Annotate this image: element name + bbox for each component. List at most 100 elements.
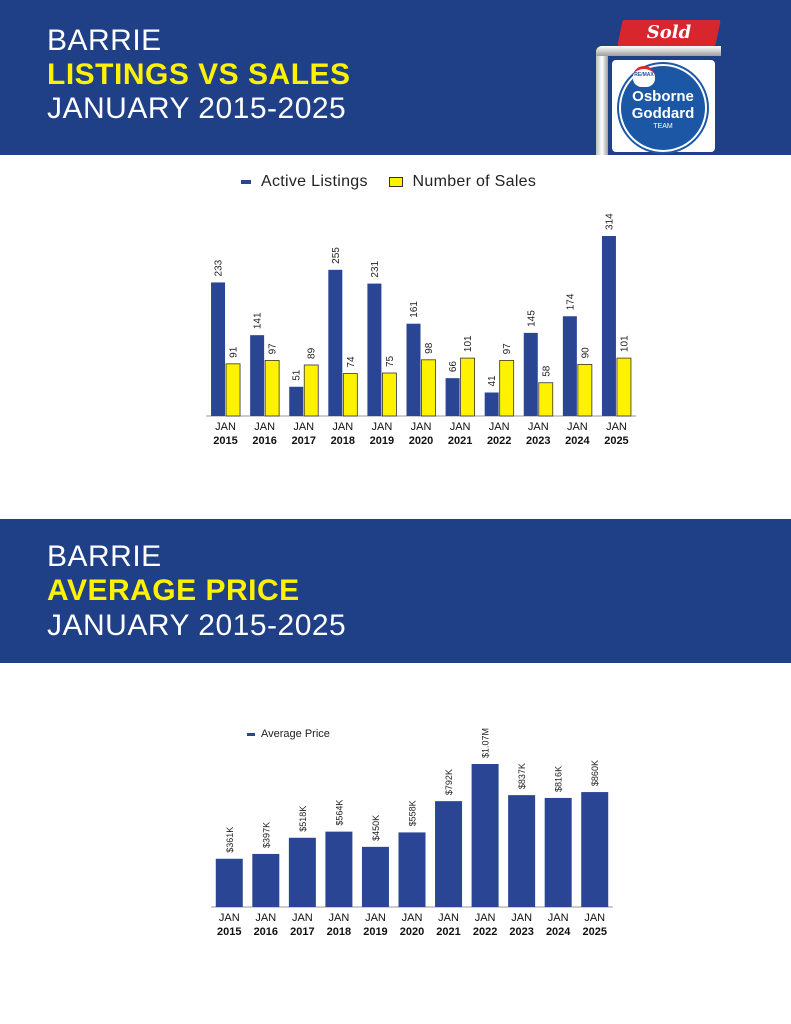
x-tick-label: 2016	[254, 926, 278, 938]
x-tick-label: 2018	[331, 435, 355, 447]
x-tick-label: 2022	[473, 926, 497, 938]
bar-listings	[367, 283, 382, 416]
x-tick-label: JAN	[329, 912, 350, 924]
bar-average-price	[581, 792, 609, 907]
data-label: $1.07M	[481, 728, 491, 758]
x-tick-label: JAN	[411, 421, 432, 433]
brand-line-1: Osborne	[632, 88, 694, 105]
bar-average-price	[288, 837, 316, 907]
bar-listings	[211, 282, 226, 416]
chart1-legend: Active Listings Number of Sales	[241, 173, 536, 191]
sign-post	[596, 46, 608, 155]
x-tick-label: 2019	[363, 926, 387, 938]
x-tick-label: 2015	[217, 926, 241, 938]
bar-listings	[445, 378, 460, 416]
x-tick-label: JAN	[528, 421, 549, 433]
bar-sales	[342, 373, 358, 417]
bar-sales	[421, 359, 436, 417]
data-label: 75	[385, 355, 396, 367]
x-tick-label: JAN	[450, 421, 471, 433]
banner-heading: LISTINGS VS SALES	[47, 58, 351, 91]
data-label: 91	[229, 346, 240, 358]
banner-period: JANUARY 2015-2025	[47, 609, 347, 642]
x-tick-label: 2023	[509, 926, 533, 938]
x-tick-label: JAN	[293, 421, 314, 433]
legend-label-price: Average Price	[261, 728, 330, 740]
legend-swatch-sales	[388, 176, 403, 187]
x-tick-label: 2019	[370, 435, 394, 447]
x-tick-label: JAN	[567, 421, 588, 433]
bar-average-price	[398, 832, 426, 907]
bar-listings	[406, 323, 421, 416]
bar-average-price	[252, 853, 280, 907]
x-tick-label: JAN	[365, 912, 386, 924]
brand-line-3: TEAM	[653, 123, 673, 130]
bar-sales	[616, 357, 632, 417]
data-label: 74	[346, 356, 357, 368]
data-label: $564K	[334, 800, 344, 826]
data-label: 233	[214, 259, 225, 276]
sign-arm	[596, 46, 721, 56]
bar-average-price	[544, 797, 572, 907]
chart2-legend: Average Price	[247, 728, 330, 740]
data-label: 90	[580, 347, 591, 359]
data-label: 314	[604, 213, 615, 230]
x-tick-label: 2016	[252, 435, 276, 447]
bar-sales	[264, 359, 280, 417]
x-tick-label: 2025	[604, 435, 628, 447]
x-tick-label: JAN	[255, 912, 276, 924]
x-tick-label: JAN	[584, 912, 605, 924]
data-label: $450K	[371, 815, 381, 841]
data-label: $558K	[408, 800, 418, 826]
data-label: $397K	[261, 822, 271, 848]
x-tick-label: 2021	[436, 926, 460, 938]
legend-swatch-listings	[241, 179, 251, 184]
data-label: 231	[370, 260, 381, 277]
data-label: 58	[541, 365, 552, 377]
x-tick-label: 2020	[400, 926, 424, 938]
data-label: 255	[331, 247, 342, 264]
x-tick-label: JAN	[511, 912, 532, 924]
x-tick-label: 2023	[526, 435, 550, 447]
x-tick-label: 2018	[327, 926, 351, 938]
data-label: 174	[565, 293, 576, 310]
bar-sales	[460, 357, 475, 417]
data-label: 101	[463, 335, 474, 352]
data-label: 141	[253, 312, 264, 329]
x-tick-label: 2017	[290, 926, 314, 938]
bar-listings	[289, 386, 304, 416]
x-tick-label: 2024	[565, 435, 590, 447]
x-tick-label: 2021	[448, 435, 472, 447]
data-label: $816K	[554, 766, 564, 792]
bar-average-price	[325, 831, 353, 907]
x-tick-label: JAN	[254, 421, 275, 433]
data-label: $837K	[517, 763, 527, 789]
data-label: $792K	[444, 769, 454, 795]
x-tick-label: 2025	[582, 926, 606, 938]
banner-heading: AVERAGE PRICE	[47, 574, 300, 607]
banner-period: JANUARY 2015-2025	[47, 92, 347, 125]
bar-listings	[523, 332, 538, 416]
legend-label-sales: Number of Sales	[412, 173, 537, 190]
x-tick-label: 2017	[291, 435, 315, 447]
bar-listings	[250, 335, 265, 416]
data-label: 97	[268, 343, 279, 355]
x-tick-label: JAN	[548, 912, 569, 924]
bar-sales	[577, 364, 593, 417]
x-tick-label: JAN	[606, 421, 627, 433]
bar-average-price	[361, 846, 389, 907]
x-tick-label: 2020	[409, 435, 433, 447]
data-label: 161	[409, 301, 420, 318]
banner-city: BARRIE	[47, 540, 162, 573]
data-label: $860K	[590, 760, 600, 786]
data-label: 98	[424, 342, 435, 354]
bar-listings	[484, 392, 499, 416]
data-label: $518K	[298, 806, 308, 832]
x-tick-label: JAN	[489, 421, 510, 433]
data-label: $361K	[225, 827, 235, 853]
listings-vs-sales-chart: 233 91 JAN 2015 141 97 JAN 2016 51 89 JAN 2017 255 74…	[206, 213, 636, 447]
x-tick-label: JAN	[292, 912, 313, 924]
bar-average-price	[471, 764, 499, 907]
bar-sales	[499, 359, 515, 417]
legend-swatch-price	[247, 732, 255, 736]
